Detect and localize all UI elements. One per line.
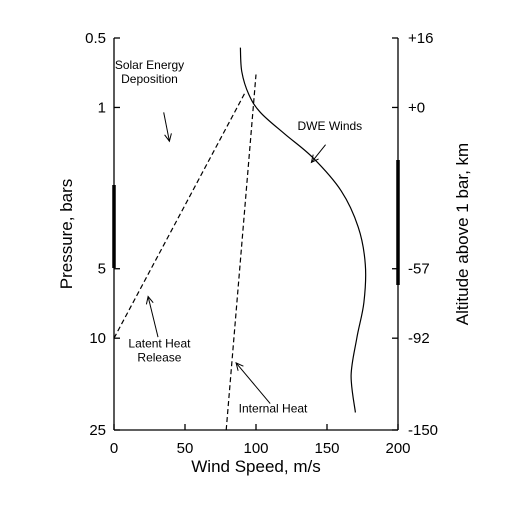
latent-heat-release-label-arrow-head [145, 295, 154, 305]
y2-axis-title: Altitude above 1 bar, km [453, 143, 472, 325]
y2-tick-label: -57 [408, 261, 430, 278]
series-layer [113, 47, 367, 431]
series-solar-energy-deposition-line [113, 93, 246, 339]
x-tick-label: 200 [385, 440, 410, 457]
latent-heat-release-label-arrow-shaft [147, 296, 159, 338]
internal-heat-label-arrow-head [235, 362, 244, 371]
latent-heat-release-label: Latent Heat Release [128, 337, 191, 365]
y2-tick-label: +16 [408, 30, 433, 47]
x-axis-title: Wind Speed, m/s [191, 457, 320, 476]
solar-energy-deposition-label: Solar Energy Deposition [115, 58, 184, 86]
y2-tick-label: -150 [408, 422, 438, 439]
y-tick-label: 1 [98, 99, 106, 116]
dwe-winds-label-arrow-head [310, 154, 319, 164]
y-tick-label: 10 [89, 330, 106, 347]
y-tick-label: 0.5 [85, 30, 106, 47]
dwe-winds-label-arrow-shaft [310, 144, 326, 163]
x-tick-label: 100 [243, 440, 268, 457]
series-dwe-winds-line [239, 47, 367, 413]
y-axis-title: Pressure, bars [57, 179, 76, 290]
y-tick-label: 5 [98, 261, 106, 278]
y2-tick-label: +0 [408, 99, 425, 116]
x-tick-label: 50 [177, 440, 194, 457]
dwe-winds-label: DWE Winds [298, 119, 363, 133]
annotation-layer: Solar Energy Deposition DWE Winds Latent He… [115, 58, 362, 416]
internal-heat-label: Internal Heat [239, 402, 308, 416]
solar-energy-deposition-label-arrow-head [164, 133, 172, 143]
y2-tick-label: -92 [408, 330, 430, 347]
series-internal-heat-line [225, 74, 257, 431]
internal-heat-label-arrow-shaft [235, 362, 271, 404]
y-tick-label: 25 [89, 422, 106, 439]
x-tick-label: 150 [314, 440, 339, 457]
x-tick-label: 0 [110, 440, 118, 457]
frame-layer [112, 38, 400, 431]
solar-energy-deposition-label-arrow-shaft [163, 112, 170, 142]
tick-layer: 0 50 100 150 200 0.5 1 5 10 25 +16 +0 -57 -92 -150 [85, 30, 438, 457]
